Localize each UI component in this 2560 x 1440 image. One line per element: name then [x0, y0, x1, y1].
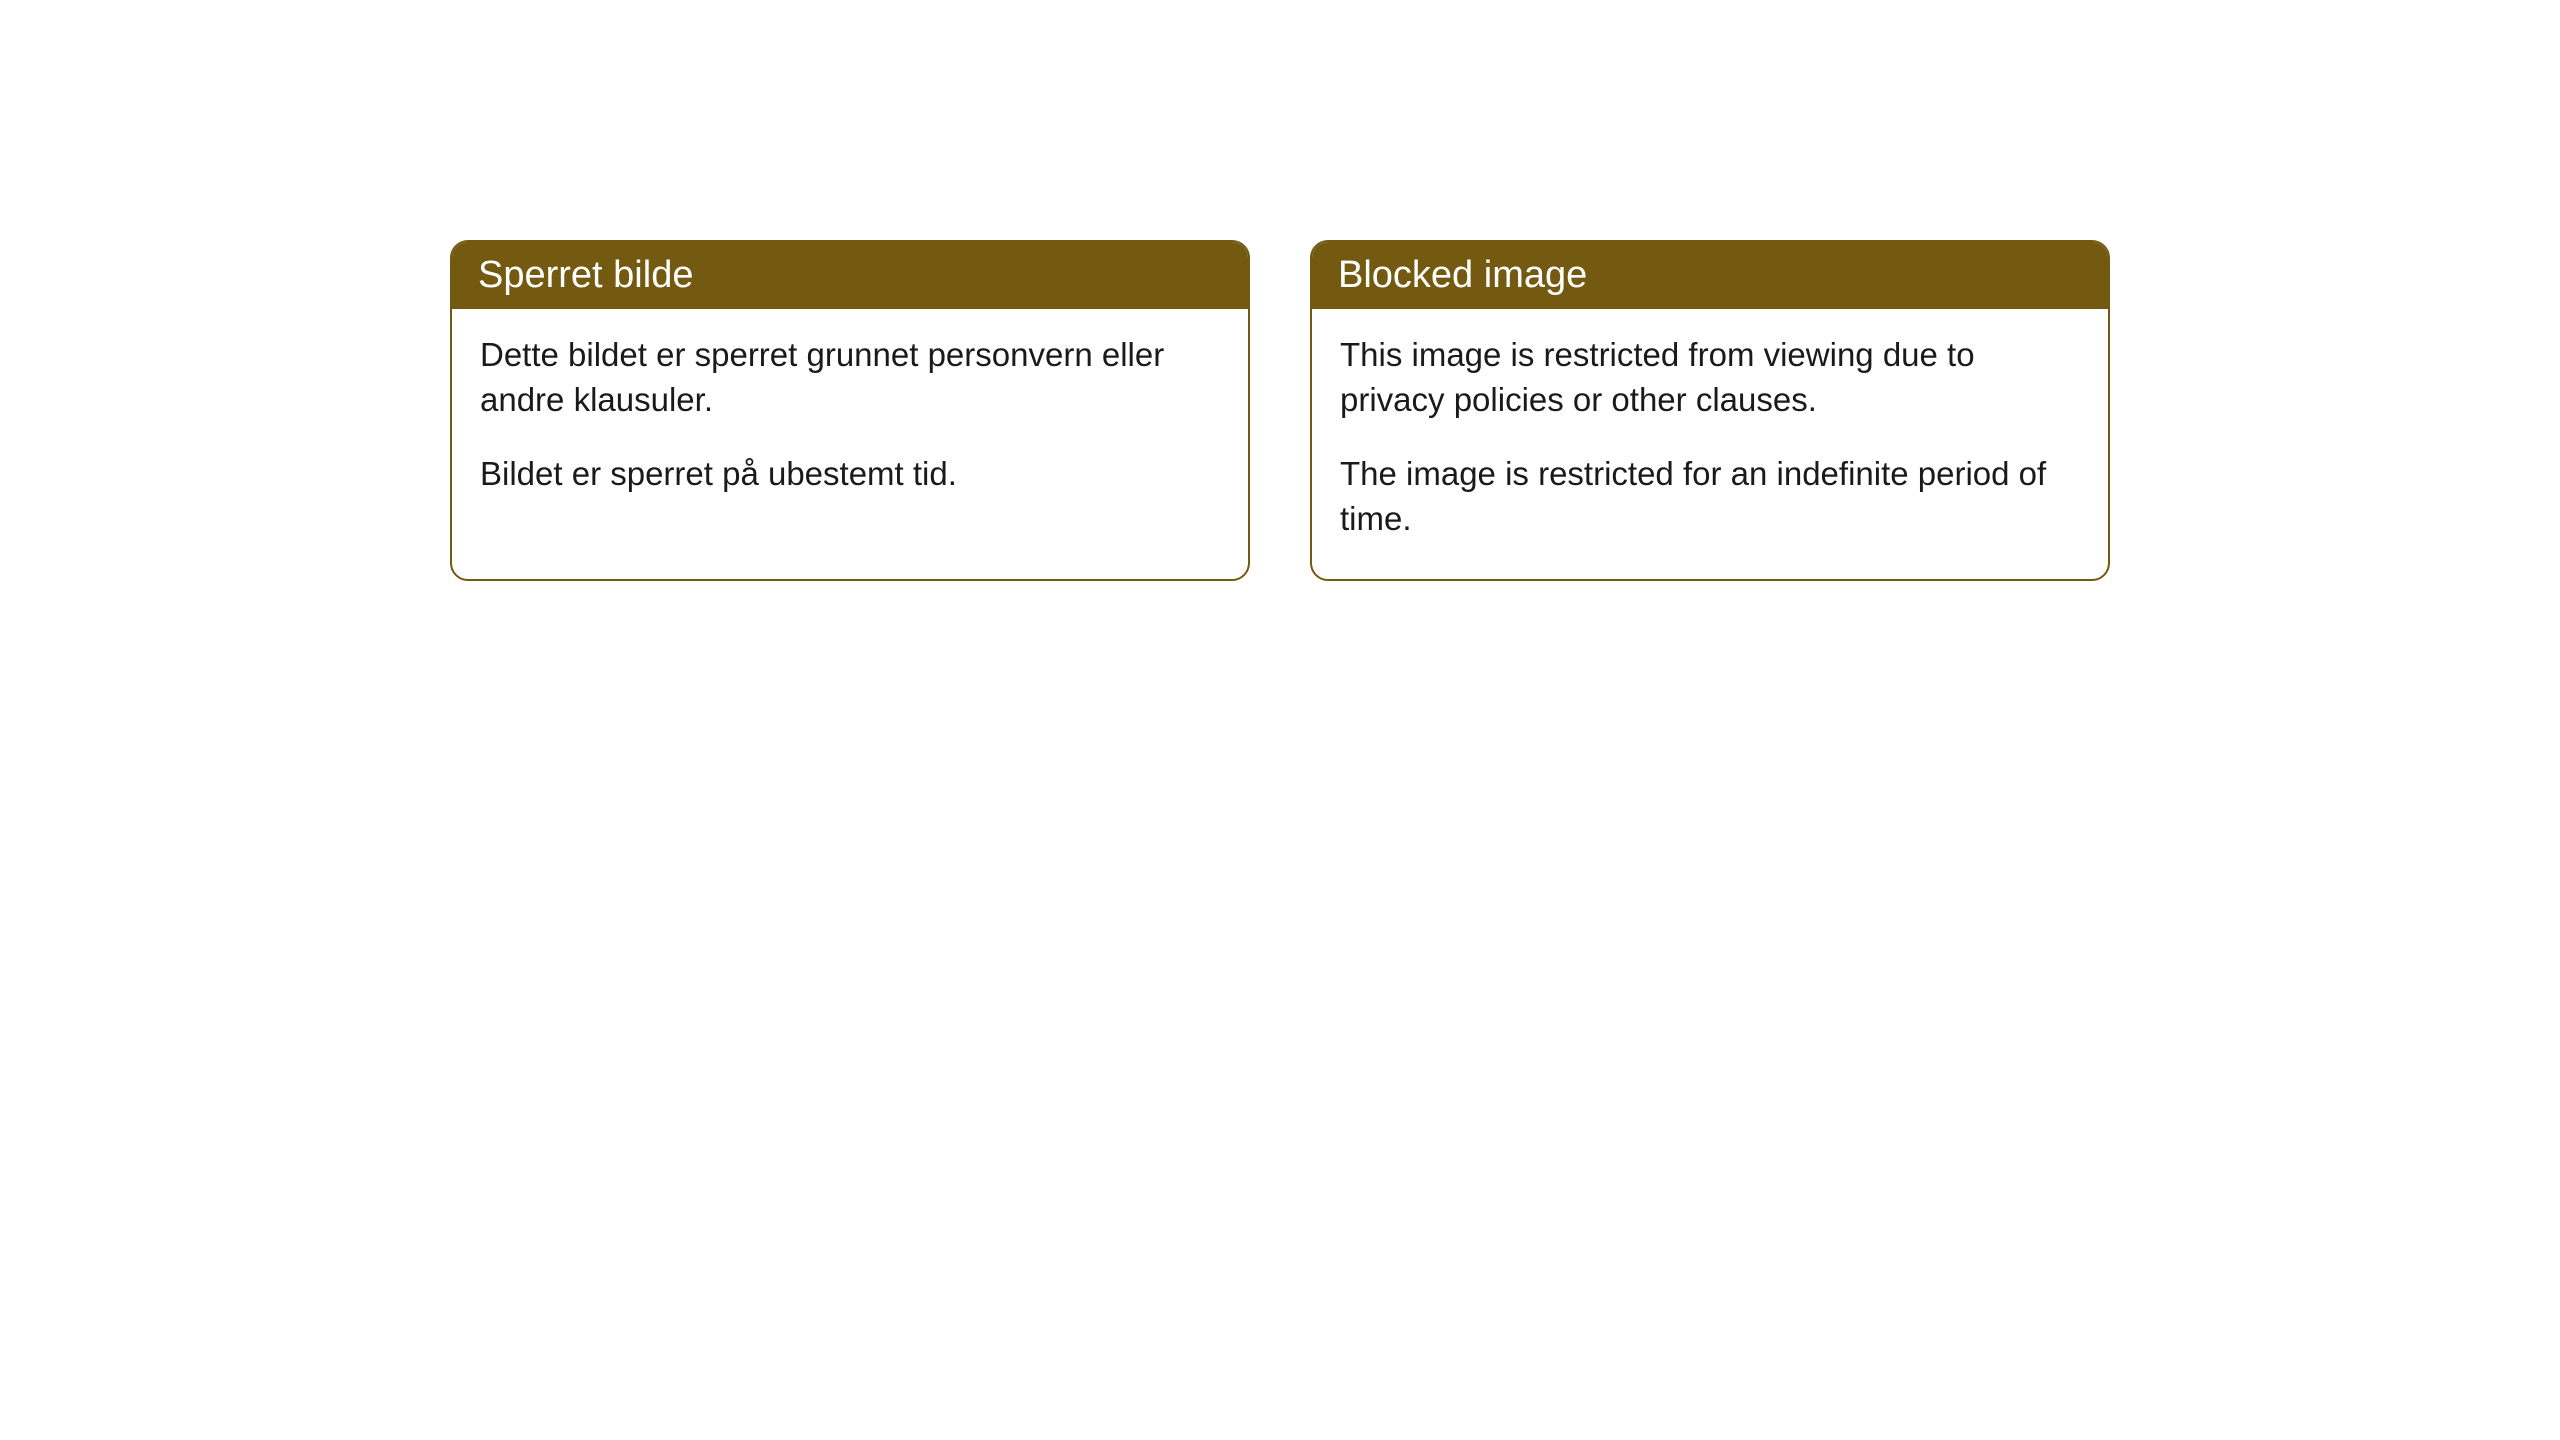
card-paragraph: Dette bildet er sperret grunnet personve… [480, 333, 1220, 422]
notice-cards-container: Sperret bilde Dette bildet er sperret gr… [450, 240, 2560, 581]
card-paragraph: This image is restricted from viewing du… [1340, 333, 2080, 422]
notice-card-english: Blocked image This image is restricted f… [1310, 240, 2110, 581]
card-header: Blocked image [1312, 242, 2108, 309]
card-paragraph: Bildet er sperret på ubestemt tid. [480, 452, 1220, 497]
notice-card-norwegian: Sperret bilde Dette bildet er sperret gr… [450, 240, 1250, 581]
card-body: This image is restricted from viewing du… [1312, 309, 2108, 579]
card-paragraph: The image is restricted for an indefinit… [1340, 452, 2080, 541]
card-header: Sperret bilde [452, 242, 1248, 309]
card-body: Dette bildet er sperret grunnet personve… [452, 309, 1248, 535]
